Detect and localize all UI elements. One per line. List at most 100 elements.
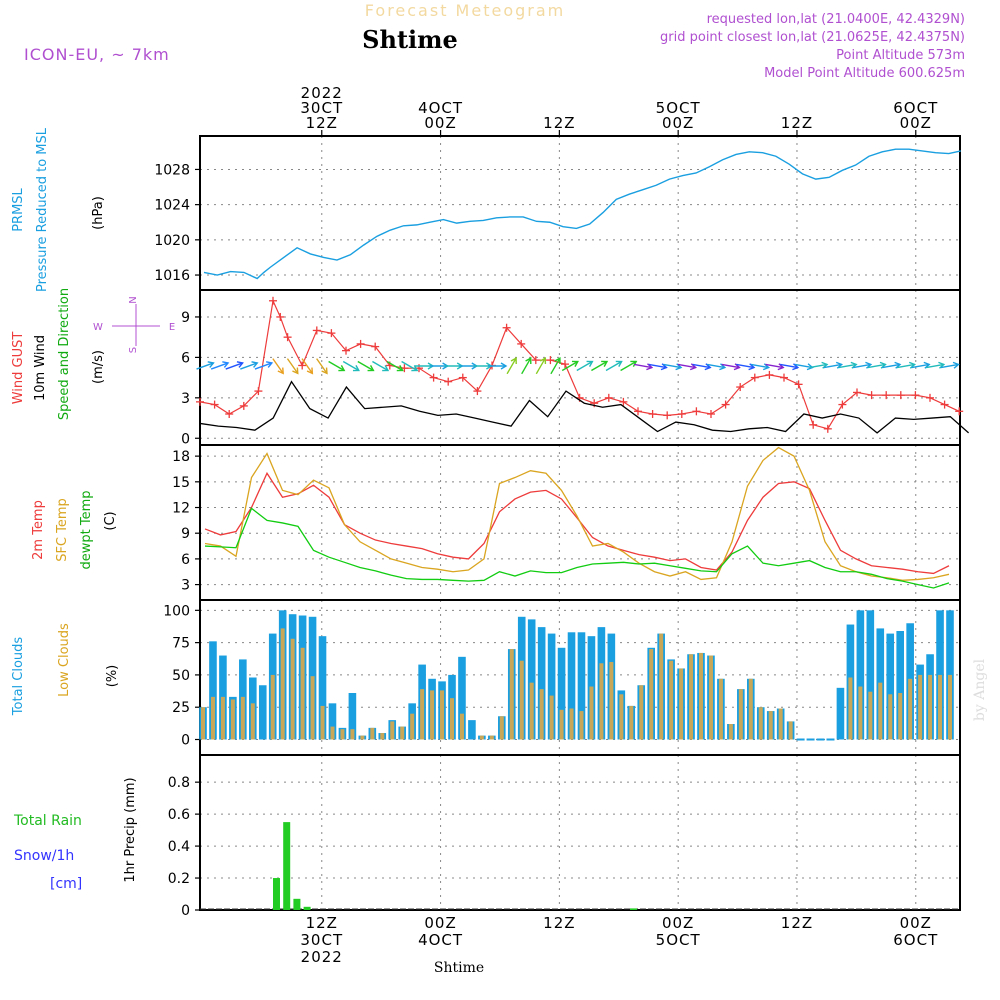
low-cloud-bar [639, 685, 644, 740]
gust-marker [707, 410, 715, 418]
low-cloud-bar [868, 691, 873, 740]
gust-marker [838, 400, 847, 409]
gust-line [199, 298, 960, 430]
gust-marker [780, 373, 788, 382]
bottom-time-label: 5OCT [656, 931, 701, 949]
wind-arrow-icon [210, 361, 230, 370]
low-cloud-bar [280, 628, 285, 740]
gust-marker [648, 410, 657, 418]
low-cloud-bar [679, 668, 684, 740]
low-cloud-bar [728, 724, 733, 740]
gust-marker [502, 323, 511, 332]
wind-arrow-icon [301, 358, 314, 375]
gust-marker [458, 373, 467, 382]
low-cloud-bar [380, 733, 385, 740]
precip-ytick-label: 0 [181, 903, 190, 919]
gust-marker [531, 356, 540, 365]
low-cloud-bar [778, 708, 783, 740]
low-cloud-bar [300, 647, 305, 740]
low-cloud-bar [549, 695, 554, 740]
svg-text:W: W [93, 322, 103, 333]
wind-arrow-icon [401, 360, 419, 372]
rain-bar [293, 898, 301, 910]
top-time-label: 00Z [424, 114, 456, 132]
low-cloud-bar [579, 711, 584, 740]
total-cloud-bar [577, 632, 586, 740]
wind-arrow-icon [254, 361, 274, 370]
bottom-time-label: 00Z [900, 914, 932, 932]
low-cloud-bar [569, 708, 574, 740]
pressure-ytick-label: 1028 [154, 162, 190, 178]
wind-arrow-icon [550, 357, 561, 375]
svg-text:S: S [128, 347, 139, 353]
pressure-label-prmsl: PRMSL [11, 187, 26, 231]
bottom-time-label: 12Z [306, 914, 338, 932]
top-time-label: 00Z [900, 114, 932, 132]
gust-marker [342, 346, 350, 355]
total-cloud-bar [567, 632, 576, 740]
low-cloud-bar [908, 678, 913, 740]
pressure-label-msl: Pressure Reduced to MSL [35, 127, 50, 292]
total-cloud-bar [318, 636, 327, 740]
precip-frame [199, 754, 961, 911]
total-cloud-bar [328, 703, 337, 740]
sfc-temp-line [204, 446, 950, 581]
gust-marker [926, 393, 934, 402]
clouds-ytick-label: 75 [172, 636, 190, 652]
gust-marker [765, 370, 774, 379]
low-cloud-bar [718, 678, 723, 740]
wind-arrow-icon [506, 357, 517, 375]
clouds-ytick-label: 100 [163, 603, 190, 619]
compass-icon: N S W E [93, 296, 175, 353]
low-cloud-bar [699, 652, 703, 740]
low-cloud-bar [430, 690, 435, 740]
gust-marker [196, 397, 204, 406]
low-cloud-bar [400, 726, 405, 740]
bottom-time-label: 12Z [781, 914, 813, 932]
gust-marker [225, 410, 234, 418]
pressure-ytick-label: 1016 [154, 268, 190, 284]
low-cloud-bar [410, 713, 415, 740]
clouds-ytick-label: 25 [172, 700, 190, 716]
low-cloud-bar [370, 727, 375, 740]
top-time-label: 12Z [781, 114, 813, 132]
low-cloud-bar [350, 729, 355, 740]
total-cloud-bar [946, 610, 954, 740]
wind-arrow-icon [591, 360, 609, 372]
low-cloud-bar [489, 735, 494, 740]
low-cloud-bar [888, 694, 893, 740]
pressure-frame [199, 135, 961, 291]
sfc-temp-label: SFC Temp [55, 498, 70, 562]
bottom-time-label: 12Z [543, 914, 575, 932]
gust-marker [276, 312, 285, 321]
precip-ytick-label: 0.4 [168, 839, 190, 855]
dewpt-line [204, 507, 950, 589]
low-cloud-bar [599, 663, 604, 740]
temp-ytick-label: 18 [172, 449, 190, 465]
wind-arrow-icon [357, 360, 375, 372]
point-altitude: Point Altitude 573m [836, 48, 965, 63]
temp-ytick-label: 15 [172, 475, 190, 491]
wind-ytick-label: 0 [181, 431, 190, 447]
low-cloud-bar [240, 696, 245, 740]
wind-arrow-icon [535, 357, 547, 375]
snow-label: Snow/1h [14, 848, 74, 864]
temp-ytick-label: 6 [181, 552, 190, 568]
model-altitude: Model Point Altitude 600.625m [764, 66, 965, 81]
low-cloud-bar [768, 711, 773, 740]
total-cloud-bar [458, 656, 466, 740]
gust-marker [210, 400, 219, 409]
precip-ytick-label: 0.6 [168, 807, 190, 823]
gust-marker [546, 356, 555, 365]
gust-marker [269, 296, 277, 305]
gust-marker [283, 333, 292, 342]
bottom-time-label: 6OCT [893, 931, 938, 949]
low-cloud-bar [609, 662, 614, 740]
total-cloud-bar [557, 647, 566, 740]
temp-ytick-label: 12 [172, 501, 190, 517]
precip-units: 1hr Precip (mm) [123, 777, 138, 882]
low-cloud-bar [948, 674, 952, 740]
total-clouds-label: Total Clouds [11, 637, 26, 717]
gust-marker [634, 407, 642, 416]
gust-marker [677, 410, 686, 418]
